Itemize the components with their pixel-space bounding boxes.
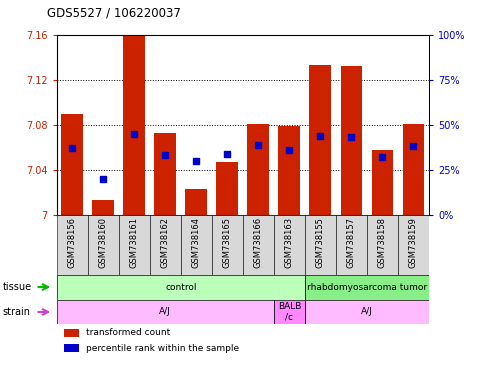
Text: rhabdomyosarcoma tumor: rhabdomyosarcoma tumor [307, 283, 427, 291]
Text: control: control [165, 283, 197, 291]
Bar [57, 275, 305, 300]
Text: GSM738159: GSM738159 [409, 217, 418, 268]
Text: strain: strain [2, 307, 31, 317]
Point [68, 145, 76, 151]
Bar [305, 215, 336, 275]
Point [348, 134, 355, 141]
Point [99, 176, 107, 182]
Bar [274, 215, 305, 275]
Bar [181, 215, 212, 275]
Bar [305, 275, 429, 300]
Text: GDS5527 / 106220037: GDS5527 / 106220037 [47, 6, 181, 19]
Bar [150, 215, 181, 275]
Text: GSM738166: GSM738166 [254, 217, 263, 268]
Text: GSM738161: GSM738161 [130, 217, 139, 268]
Bar [216, 162, 238, 215]
Bar [61, 114, 83, 215]
Text: GSM738160: GSM738160 [99, 217, 108, 268]
Text: BALB
/c: BALB /c [278, 302, 301, 322]
Text: GSM738165: GSM738165 [223, 217, 232, 268]
Bar [247, 124, 269, 215]
Bar [92, 200, 114, 215]
Point [192, 158, 200, 164]
Bar [367, 215, 398, 275]
Bar [336, 215, 367, 275]
Point [410, 143, 418, 149]
Bar [398, 215, 429, 275]
Point [130, 131, 138, 137]
Bar [64, 344, 79, 352]
Bar [57, 215, 88, 275]
Text: GSM738156: GSM738156 [68, 217, 77, 268]
Bar [305, 300, 429, 324]
Bar [310, 65, 331, 215]
Text: GSM738155: GSM738155 [316, 217, 325, 268]
Point [285, 147, 293, 153]
Text: percentile rank within the sample: percentile rank within the sample [86, 344, 240, 353]
Point [223, 151, 231, 157]
Bar [274, 300, 305, 324]
Text: transformed count: transformed count [86, 328, 171, 338]
Bar [185, 189, 207, 215]
Bar [154, 133, 176, 215]
Text: GSM738157: GSM738157 [347, 217, 356, 268]
Point [161, 152, 169, 159]
Bar [403, 124, 424, 215]
Text: GSM738162: GSM738162 [161, 217, 170, 268]
Bar [341, 66, 362, 215]
Text: GSM738164: GSM738164 [192, 217, 201, 268]
Bar [279, 126, 300, 215]
Point [379, 154, 387, 161]
Bar [88, 215, 119, 275]
Bar [212, 215, 243, 275]
Bar [243, 215, 274, 275]
Text: GSM738163: GSM738163 [285, 217, 294, 268]
Bar [372, 150, 393, 215]
Point [254, 142, 262, 148]
Bar [64, 329, 79, 336]
Text: GSM738158: GSM738158 [378, 217, 387, 268]
Text: A/J: A/J [159, 308, 171, 316]
Bar [119, 215, 150, 275]
Point [317, 132, 324, 139]
Bar [123, 35, 145, 215]
Text: A/J: A/J [361, 308, 373, 316]
Bar [57, 300, 274, 324]
Text: tissue: tissue [2, 282, 32, 292]
